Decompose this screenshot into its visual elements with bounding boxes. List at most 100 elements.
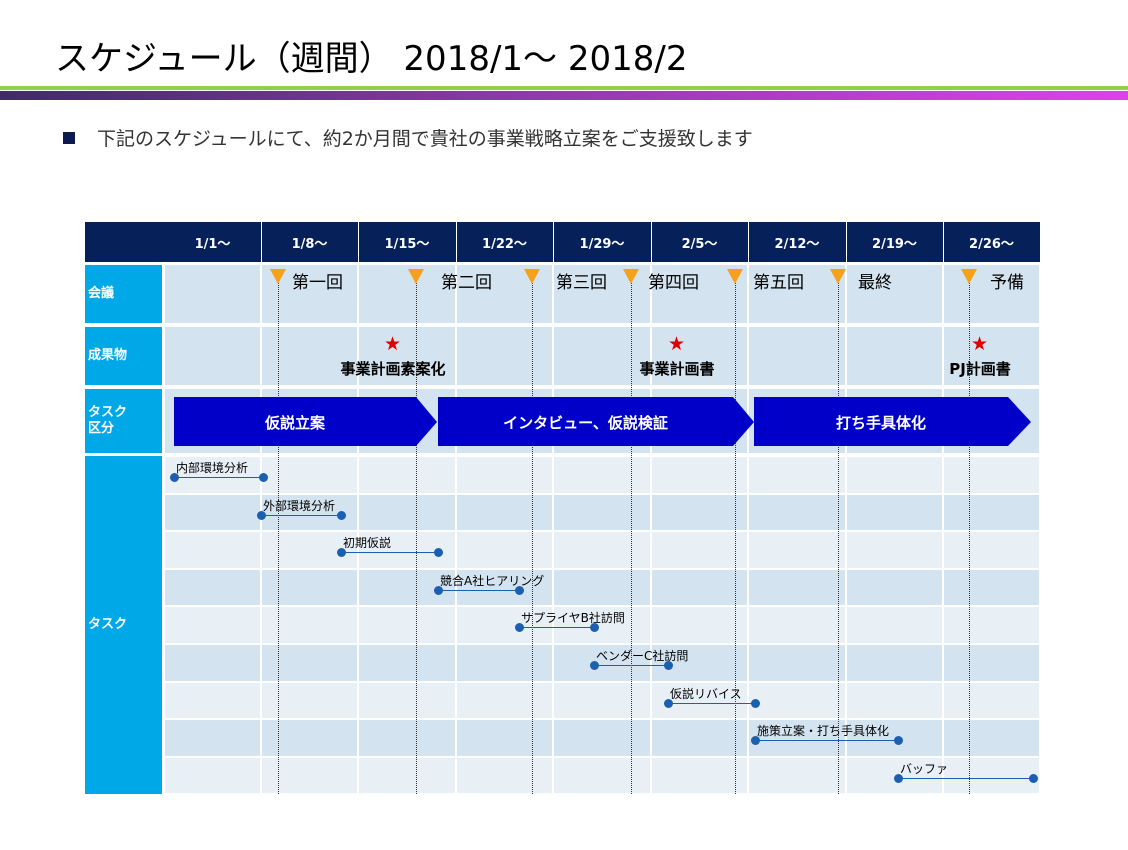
grid-cell	[457, 457, 552, 493]
grid-cell	[262, 327, 357, 385]
meeting-label-4: 第四回	[648, 273, 699, 293]
grid-cell	[359, 720, 455, 756]
grid-cell	[847, 327, 942, 385]
deliverable-label-2: 事業計画書	[639, 360, 715, 378]
grid-cell	[749, 682, 845, 719]
task-label-5: サプライヤB社訪問	[521, 611, 625, 626]
grid-cell	[944, 457, 1039, 493]
week-header-divider	[943, 222, 944, 262]
grid-cell	[554, 757, 650, 794]
grid-cell	[165, 494, 260, 531]
grid-cell	[749, 327, 845, 385]
task-bar-line	[519, 627, 594, 629]
grid-cell	[457, 494, 552, 531]
grid-cell	[165, 757, 260, 794]
phase-label-3: 打ち手具体化	[836, 414, 926, 432]
grid-cell	[944, 569, 1039, 606]
phase-label-2: インタビュー、仮説検証	[503, 414, 668, 432]
grid-cell	[652, 720, 747, 756]
grid-cell	[554, 569, 650, 606]
grid-cell	[652, 757, 747, 794]
task-label-7: 仮説リバイス	[670, 686, 742, 701]
grid-cell	[457, 327, 552, 385]
intro-bullet: 下記のスケジュールにて、約2か月間で貴社の事業戦略立案をご支援致します	[63, 128, 753, 150]
grid-cell	[554, 607, 650, 643]
meeting-guide-line	[278, 272, 279, 794]
task-end-dot	[663, 661, 673, 670]
grid-cell	[165, 532, 260, 568]
grid-cell	[262, 569, 357, 606]
grid-cell	[359, 265, 455, 323]
grid-cell	[554, 327, 650, 385]
title-divider-green	[0, 86, 1128, 90]
grid-cell	[554, 645, 650, 681]
grid-cell	[847, 532, 942, 568]
grid-cell	[652, 569, 747, 606]
grid-cell	[165, 457, 260, 493]
meeting-marker-icon	[270, 269, 286, 284]
task-end-dot	[433, 548, 443, 558]
task-start-dot	[750, 736, 760, 746]
grid-cell	[652, 457, 747, 493]
task-end-dot	[750, 698, 760, 708]
week-header-7: 2/12～	[774, 236, 820, 252]
task-end-dot	[589, 623, 599, 633]
grid-cell	[749, 494, 845, 531]
grid-cell	[457, 569, 552, 606]
task-bar-line	[898, 777, 1033, 779]
task-label-1: 内部環境分析	[176, 461, 249, 475]
grid-cell	[847, 457, 942, 493]
grid-cell	[749, 607, 845, 643]
grid-cell	[165, 607, 260, 643]
grid-cell	[457, 607, 552, 643]
meeting-label-1: 第一回	[292, 273, 343, 293]
deliverable-star-icon: ★	[668, 333, 686, 355]
phase-label-1: 仮説立案	[264, 414, 326, 432]
grid-cell	[944, 532, 1039, 568]
week-header-divider	[651, 222, 652, 262]
task-start-dot	[514, 623, 524, 633]
grid-cell	[944, 720, 1039, 756]
grid-cell	[457, 532, 552, 568]
grid-cell	[262, 720, 357, 756]
week-header-1: 1/1～	[194, 236, 231, 252]
task-start-dot	[893, 773, 903, 783]
row-label-phase: タスク 区分	[85, 389, 162, 453]
grid-cell	[359, 327, 455, 385]
task-label-2: 外部環境分析	[263, 498, 336, 513]
row-label-deliverable: 成果物	[85, 327, 162, 385]
deliverable-star-icon: ★	[384, 333, 402, 355]
task-bar-line	[755, 740, 898, 742]
meeting-marker-icon	[408, 269, 424, 284]
row-label-meeting: 会議	[85, 265, 162, 323]
grid-cell	[652, 494, 747, 531]
week-header-divider	[748, 222, 749, 262]
task-label-6: ベンダーC社訪問	[596, 649, 689, 663]
task-end-dot	[514, 585, 524, 595]
grid-cell	[359, 494, 455, 531]
grid-cell	[847, 607, 942, 643]
grid-cell	[944, 645, 1039, 681]
week-header-divider	[456, 222, 457, 262]
meeting-guide-line	[735, 272, 736, 794]
grid-cell	[262, 645, 357, 681]
grid-cell	[165, 645, 260, 681]
task-start-dot	[589, 661, 599, 670]
grid-cell	[262, 682, 357, 719]
task-start-dot	[169, 473, 179, 482]
week-header-2: 1/8～	[291, 236, 328, 252]
task-start-dot	[336, 548, 346, 558]
meeting-marker-icon	[524, 269, 540, 284]
grid-cell	[652, 327, 747, 385]
phase-arrow-1	[174, 397, 437, 446]
meeting-label-2: 第二回	[441, 273, 492, 293]
task-bar-line	[438, 589, 519, 591]
grid-cell	[554, 494, 650, 531]
meeting-label-6: 最終	[858, 273, 892, 293]
row-label-task: タスク	[85, 456, 162, 794]
week-header-6: 2/5～	[681, 236, 718, 252]
grid-cell	[165, 720, 260, 756]
page-title: スケジュール（週間） 2018/1～ 2018/2	[55, 39, 688, 79]
grid-cell	[944, 607, 1039, 643]
grid-cell	[847, 645, 942, 681]
